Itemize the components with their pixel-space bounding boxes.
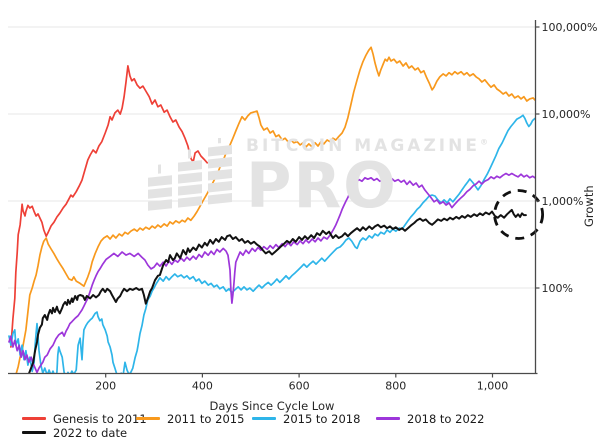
legend-item-genesis-to-2011: Genesis to 2011 — [22, 411, 147, 426]
legend-swatch-genesis-to-2011 — [22, 417, 46, 420]
x-tick-label-800: 800 — [385, 380, 406, 393]
series-line-2011-to-2015 — [15, 46, 536, 374]
x-tick-label-600: 600 — [289, 380, 310, 393]
legend-swatch-2022-to-date — [22, 431, 46, 434]
y-tick-label-100,000%: 100,000% — [542, 21, 598, 34]
legend-label: 2022 to date — [53, 425, 128, 440]
series-line-genesis-to-2011 — [10, 65, 209, 348]
legend-swatch-2011-to-2015 — [136, 417, 160, 420]
y-tick-label-1,000%: 1,000% — [542, 195, 584, 208]
y-tick-label-10,000%: 10,000% — [542, 108, 591, 121]
x-tick-label-400: 400 — [192, 380, 213, 393]
x-tick-label-1,000: 1,000 — [477, 380, 509, 393]
legend-label: 2011 to 2015 — [167, 411, 245, 426]
legend-item-2011-to-2015: 2011 to 2015 — [136, 411, 245, 426]
legend-label: Genesis to 2011 — [53, 411, 147, 426]
series-line-2022-to-date — [27, 208, 527, 374]
legend-swatch-2018-to-2022 — [376, 417, 400, 420]
legend-item-2022-to-date: 2022 to date — [22, 425, 128, 440]
series-line-2015-to-2018 — [8, 114, 536, 374]
y-tick-label-100%: 100% — [542, 282, 573, 295]
legend-label: 2018 to 2022 — [407, 411, 485, 426]
legend-item-2018-to-2022: 2018 to 2022 — [376, 411, 485, 426]
highlight-circle-annotation — [493, 189, 545, 240]
x-tick-label-200: 200 — [95, 380, 116, 393]
x-axis-title: Days Since Cycle Low — [209, 399, 335, 413]
series-line-2018-to-2022 — [8, 172, 536, 374]
legend-item-2015-to-2018: 2015 to 2018 — [252, 411, 361, 426]
y-axis-title: Growth — [582, 185, 596, 227]
legend-label: 2015 to 2018 — [283, 411, 361, 426]
legend-swatch-2015-to-2018 — [252, 417, 276, 420]
